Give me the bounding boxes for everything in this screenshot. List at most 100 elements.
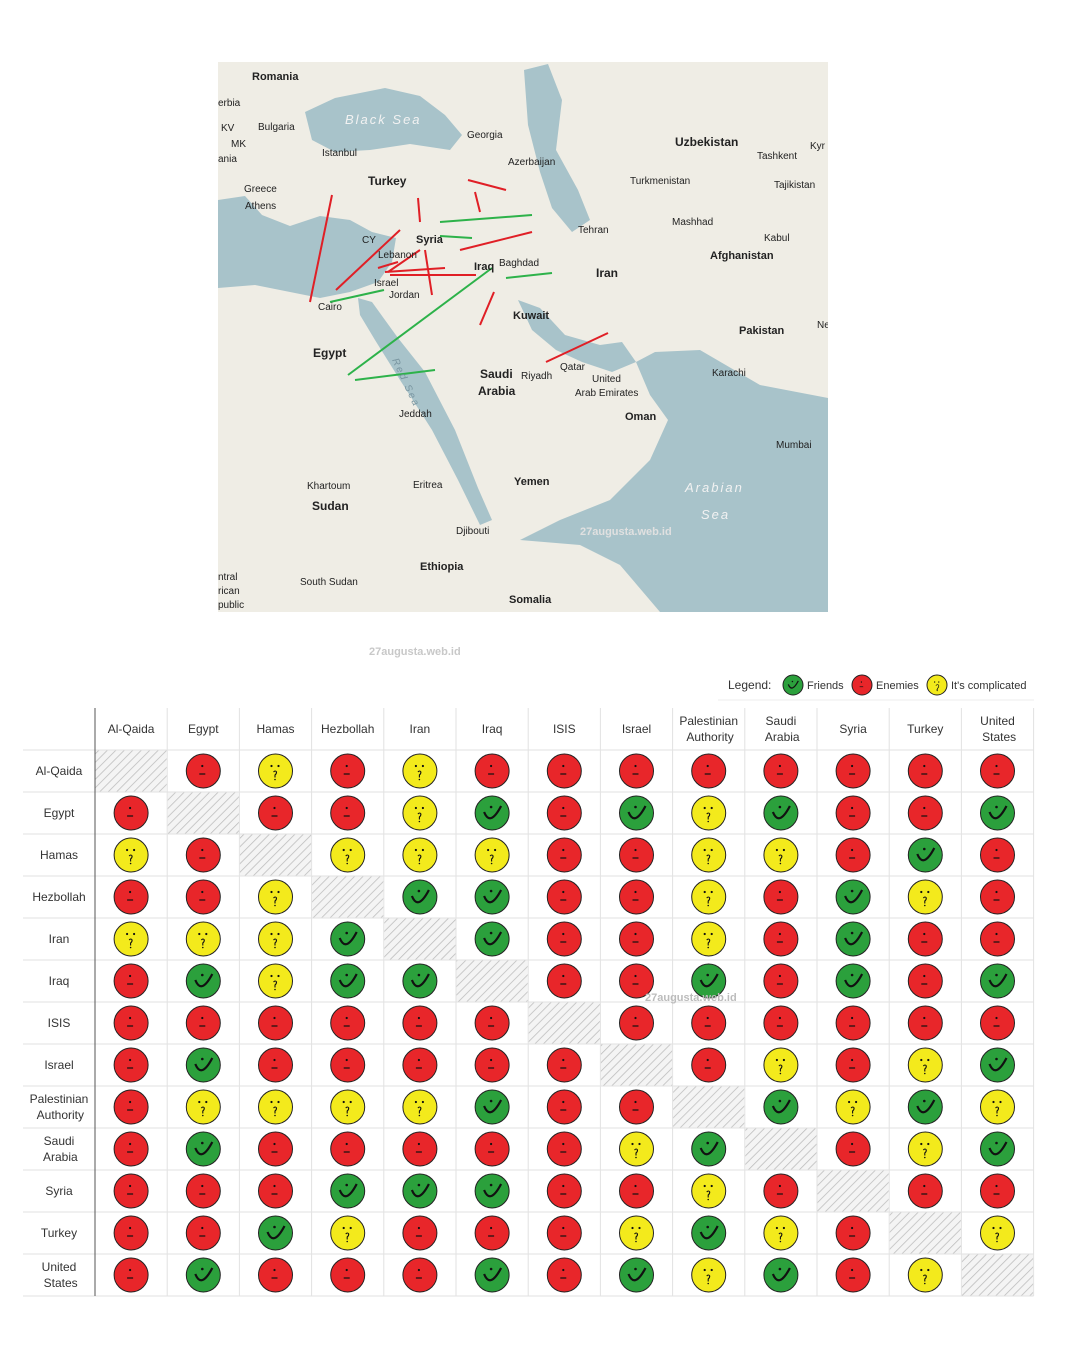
mouth-dot bbox=[346, 1240, 349, 1243]
face-icon bbox=[980, 1173, 1015, 1209]
eye bbox=[342, 848, 345, 852]
mouth bbox=[922, 896, 927, 904]
eye bbox=[995, 1016, 998, 1020]
face-icon bbox=[474, 795, 510, 831]
mouth bbox=[699, 1225, 719, 1240]
self-cell bbox=[95, 750, 167, 792]
face-icon bbox=[402, 795, 438, 831]
face bbox=[185, 837, 221, 873]
row-header: Iraq bbox=[49, 974, 70, 988]
face bbox=[691, 963, 727, 999]
face bbox=[402, 879, 438, 915]
map-label: Greece bbox=[244, 184, 277, 195]
mouth-dot bbox=[924, 1072, 926, 1075]
face bbox=[782, 674, 804, 696]
face bbox=[619, 753, 654, 789]
relation-line bbox=[424, 249, 433, 296]
eye bbox=[850, 931, 854, 935]
eye bbox=[421, 764, 424, 768]
mouth-dot bbox=[924, 904, 926, 907]
eye bbox=[417, 1183, 421, 1187]
eye bbox=[129, 1058, 132, 1062]
mouth-dot bbox=[346, 1114, 349, 1117]
mouth-dot bbox=[274, 778, 276, 781]
eye bbox=[631, 1142, 634, 1146]
face-icon bbox=[113, 1047, 149, 1083]
face-icon bbox=[113, 1131, 149, 1167]
face-icon bbox=[835, 1089, 871, 1125]
relation-line bbox=[459, 231, 533, 251]
relation-line bbox=[545, 332, 609, 363]
mouth bbox=[194, 1141, 214, 1156]
mouth bbox=[706, 812, 711, 820]
eye bbox=[562, 932, 565, 936]
face bbox=[619, 837, 654, 873]
mouth bbox=[988, 1057, 1008, 1072]
face bbox=[185, 1215, 221, 1251]
mouth-dot bbox=[851, 1114, 854, 1117]
eye bbox=[992, 1226, 995, 1230]
face bbox=[835, 753, 871, 789]
face bbox=[474, 753, 510, 789]
eye bbox=[927, 890, 930, 894]
face-icon bbox=[835, 753, 871, 789]
eye bbox=[129, 1226, 132, 1230]
face-icon bbox=[546, 1257, 582, 1293]
eye bbox=[851, 848, 854, 852]
row-header: Hezbollah bbox=[32, 890, 85, 904]
face bbox=[546, 1173, 582, 1209]
mouth bbox=[771, 1099, 791, 1114]
eye bbox=[703, 1268, 706, 1272]
eye bbox=[417, 889, 421, 893]
face bbox=[402, 1005, 438, 1041]
face-icon bbox=[619, 879, 654, 915]
face-icon bbox=[330, 1131, 366, 1167]
map-label: Tashkent bbox=[757, 151, 797, 162]
mouth bbox=[483, 805, 503, 820]
face bbox=[474, 879, 510, 915]
face bbox=[980, 795, 1015, 831]
eye bbox=[634, 1184, 637, 1188]
face-icon bbox=[474, 1131, 510, 1167]
column-header: Hamas bbox=[256, 722, 294, 736]
relation-line bbox=[505, 272, 553, 279]
face-icon bbox=[926, 674, 948, 696]
eye bbox=[490, 764, 493, 768]
map: Romania erbia KV Bulgaria MK ania Black Sea Ist… bbox=[218, 62, 828, 612]
face-icon bbox=[474, 1215, 510, 1251]
mouth bbox=[266, 1225, 286, 1240]
eye bbox=[851, 1142, 854, 1146]
face-icon bbox=[907, 921, 943, 957]
face bbox=[113, 1005, 149, 1041]
mouth bbox=[128, 938, 133, 946]
eye bbox=[414, 806, 417, 810]
face bbox=[980, 879, 1015, 915]
self-cell bbox=[384, 918, 456, 960]
face-icon bbox=[691, 837, 727, 873]
map-label: MK bbox=[231, 139, 246, 150]
mouth bbox=[483, 1183, 503, 1198]
map-label: Egypt bbox=[313, 346, 346, 360]
face bbox=[763, 921, 799, 957]
face bbox=[113, 1173, 149, 1209]
face bbox=[185, 1005, 221, 1041]
face-icon bbox=[402, 879, 438, 915]
mouth-dot bbox=[346, 862, 349, 865]
map-label: Bulgaria bbox=[258, 122, 295, 133]
face-icon bbox=[619, 1215, 654, 1251]
mouth bbox=[935, 684, 940, 692]
mouth bbox=[345, 1232, 350, 1240]
eye bbox=[417, 1142, 420, 1146]
mouth bbox=[778, 854, 783, 862]
face bbox=[185, 1131, 221, 1167]
eye bbox=[710, 932, 713, 936]
face-icon bbox=[980, 753, 1015, 789]
face bbox=[330, 1047, 366, 1083]
face-icon bbox=[258, 753, 293, 789]
eye bbox=[778, 932, 782, 936]
self-cell bbox=[889, 1212, 961, 1254]
mouth-dot bbox=[490, 862, 493, 865]
eye bbox=[345, 1268, 348, 1272]
mouth-dot bbox=[418, 1114, 421, 1117]
